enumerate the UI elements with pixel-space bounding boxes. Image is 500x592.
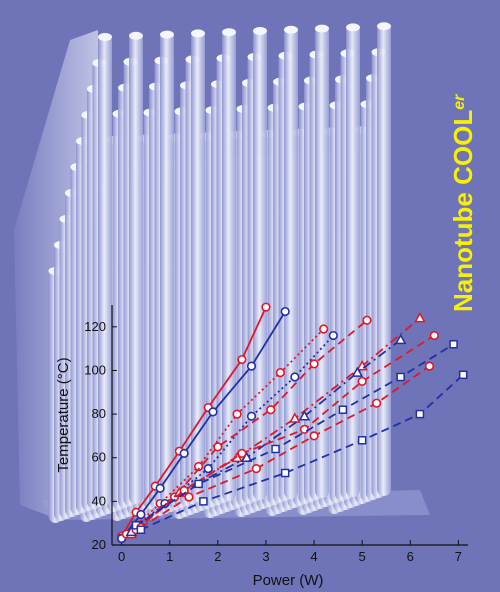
series-line-9 <box>135 343 455 527</box>
data-point <box>194 479 203 489</box>
pillar-cap <box>98 33 112 41</box>
data-point <box>266 405 276 415</box>
data-point <box>136 509 146 520</box>
pillar-cap <box>284 25 298 34</box>
data-point <box>309 431 319 441</box>
nanotube-pillar <box>284 26 298 500</box>
series-line-6 <box>130 317 421 535</box>
data-point <box>357 436 367 445</box>
data-point <box>289 412 301 423</box>
data-point <box>184 492 194 502</box>
y-tick-label: 100 <box>84 362 106 377</box>
data-point <box>280 468 290 478</box>
data-point <box>362 315 372 325</box>
pillar-cap <box>377 22 391 31</box>
data-point <box>240 451 253 462</box>
data-point <box>338 405 348 414</box>
nanotube-pillar <box>98 34 112 505</box>
data-point <box>246 411 257 421</box>
data-point <box>251 464 261 474</box>
data-point <box>319 324 329 334</box>
y-tick-label: 60 <box>92 450 106 465</box>
y-tick-label: 80 <box>92 406 106 421</box>
series-line-8 <box>135 334 435 531</box>
pillar-cap <box>253 27 267 35</box>
nanotube-pillar <box>315 25 329 498</box>
x-tick-label: 0 <box>118 549 125 564</box>
data-point <box>275 368 285 378</box>
brand-logo: Nanotube COOLer <box>448 94 478 312</box>
x-axis-label: Power (W) <box>253 572 324 589</box>
data-point <box>237 448 247 458</box>
data-point <box>203 464 213 474</box>
brand-text-sub: er <box>451 94 468 110</box>
data-point <box>237 354 247 365</box>
data-point <box>309 359 319 369</box>
data-point <box>429 330 439 341</box>
x-tick-label: 2 <box>214 549 221 564</box>
data-point <box>290 372 300 382</box>
data-point <box>155 483 165 493</box>
series-line-10 <box>140 365 431 529</box>
data-point <box>458 370 468 380</box>
x-tick-label: 3 <box>262 549 269 564</box>
nanotube-pillar <box>129 32 143 505</box>
data-point <box>415 409 425 419</box>
nanotube-pillar <box>160 31 174 503</box>
data-point <box>213 442 223 452</box>
data-point <box>136 525 146 534</box>
brand-text-main: Nanotube COOL <box>448 110 478 312</box>
data-point <box>449 340 458 349</box>
brand-text: Nanotube COOLer <box>448 94 478 312</box>
pillar-cap <box>160 30 174 39</box>
y-tick-label: 40 <box>92 493 106 508</box>
x-tick-label: 4 <box>310 549 317 564</box>
data-point <box>246 361 257 371</box>
data-point <box>271 444 280 454</box>
series-line-3 <box>120 328 325 540</box>
data-point <box>424 361 435 371</box>
data-point <box>394 333 407 345</box>
data-point <box>414 312 426 323</box>
nanotube-pillar <box>377 23 391 496</box>
data-point <box>298 410 311 421</box>
plot-series <box>117 302 468 544</box>
plot-axes: 0 1 2 3 4 5 6 7 20 40 60 80 100 120 <box>84 305 468 564</box>
data-point <box>351 366 364 377</box>
pillar-cap <box>129 31 143 40</box>
nanotube-pillar <box>191 30 205 503</box>
data-point <box>261 302 271 312</box>
pillar-cap <box>315 24 329 33</box>
pillar-cap <box>222 28 236 37</box>
nanotube-pillar <box>346 24 360 498</box>
data-point <box>357 376 367 386</box>
data-point <box>396 372 405 382</box>
data-point <box>232 409 242 419</box>
data-point <box>208 407 218 417</box>
x-tick-label: 1 <box>166 549 173 564</box>
data-point <box>328 330 338 341</box>
x-tick-label: 5 <box>359 549 366 564</box>
y-tick-label: 20 <box>92 537 106 552</box>
series-line-11 <box>140 374 464 531</box>
x-tick-label: 6 <box>407 549 414 564</box>
data-point <box>280 306 290 317</box>
nanotube-pillar <box>222 29 236 501</box>
y-axis-label: Temperature (°C) <box>55 357 72 472</box>
nanotube-pillar <box>253 28 267 500</box>
data-point <box>299 424 310 434</box>
series-line-5 <box>125 319 368 535</box>
data-point <box>371 398 382 408</box>
pillar-cap <box>346 23 360 32</box>
data-point <box>199 497 208 506</box>
y-tick-label: 120 <box>84 319 106 334</box>
series-line-7 <box>130 339 402 533</box>
x-tick-label: 7 <box>455 549 462 564</box>
data-point <box>179 448 189 458</box>
pillar-cap <box>191 29 205 38</box>
